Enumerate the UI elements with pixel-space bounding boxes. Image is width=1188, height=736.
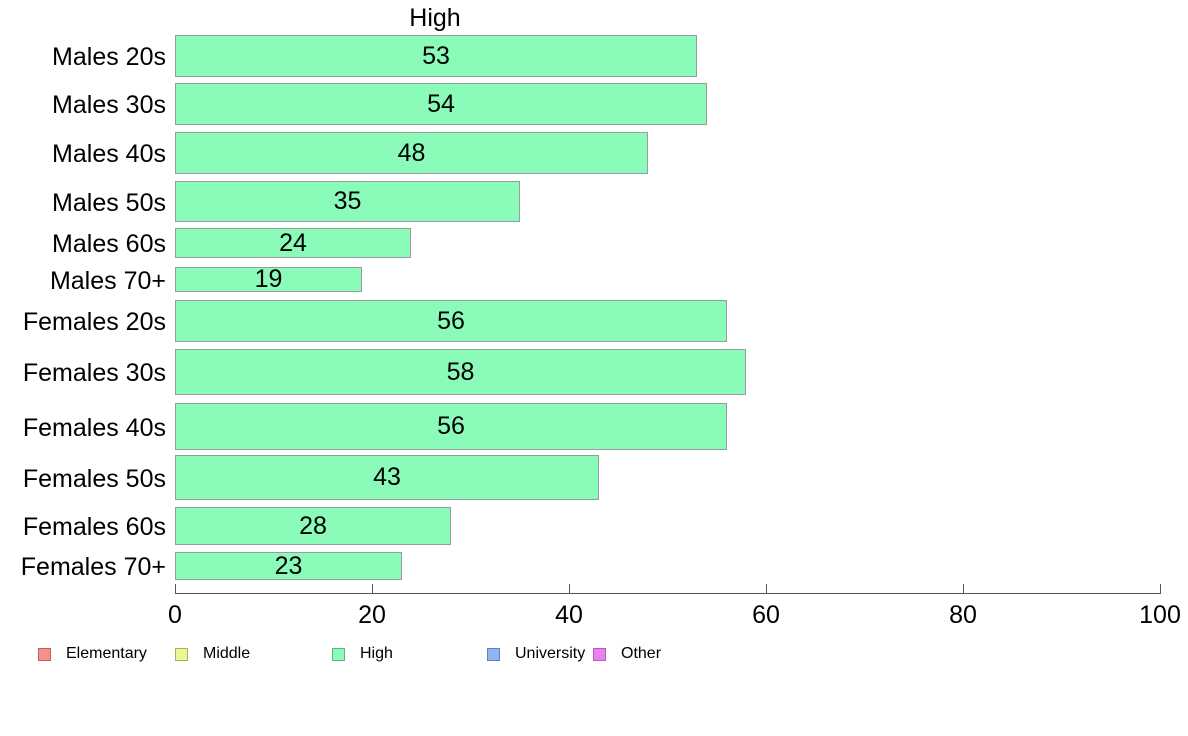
legend-label: University [515,645,586,662]
category-label: Males 70+ [49,266,166,295]
x-axis-tick-label: 100 [1139,601,1181,629]
category-label: Males 50s [52,188,166,217]
x-axis-tick-label: 60 [752,601,780,629]
bar: 35 [175,181,520,222]
bar: 24 [175,228,411,258]
category-label: Females 40s [22,413,166,442]
bar-value-label: 54 [427,89,455,118]
x-axis-tick [1160,584,1161,593]
bar-value-label: 58 [446,357,475,386]
legend-item: University [487,644,585,664]
legend-swatch [38,647,51,661]
x-axis-tick [175,584,176,593]
legend-swatch [593,647,606,661]
bar: 53 [175,35,697,77]
category-label: Males 40s [52,140,166,168]
bar-value-label: 35 [333,187,362,215]
legend-item: High [332,644,393,664]
chart-title: High [409,4,461,32]
legend-swatch [175,647,188,661]
bar: 19 [175,267,362,292]
legend-item: Other [593,644,661,664]
bar: 48 [175,132,648,174]
x-axis-tick [766,584,767,593]
bar-value-label: 19 [254,265,283,293]
legend-swatch [332,647,345,661]
x-axis-tick [963,584,964,593]
bar: 23 [175,552,402,580]
bar-value-label: 53 [422,41,450,70]
x-axis-tick [372,584,373,593]
legend-label: Middle [203,645,251,662]
x-axis-tick-label: 0 [168,601,182,629]
legend-item: Middle [175,644,250,664]
legend-label: Other [621,645,662,662]
category-label: Males 60s [52,230,166,258]
bar-value-label: 28 [299,511,327,540]
x-axis-tick [569,584,570,593]
bar: 43 [175,455,599,500]
bar-value-label: 56 [437,412,465,440]
bar: 56 [175,403,727,450]
x-axis-tick-label: 80 [949,601,977,629]
legend-item: Elementary [38,644,147,664]
category-label: Females 30s [22,359,166,387]
x-axis-line [175,593,1161,594]
category-label: Females 50s [22,464,166,493]
bar-value-label: 56 [437,306,465,335]
bar: 56 [175,300,727,342]
category-label: Males 20s [52,43,166,71]
legend-label: High [360,645,393,662]
category-label: Females 60s [22,513,166,541]
bar-value-label: 48 [397,138,426,167]
legend: Elementary Middle High University Other [0,644,1188,668]
x-axis-tick-label: 40 [555,601,583,629]
bar-value-label: 23 [274,551,303,580]
bar: 58 [175,349,746,395]
legend-label: Elementary [66,645,147,662]
bar-value-label: 24 [279,228,307,257]
bar-value-label: 43 [373,463,401,491]
legend-swatch [487,647,500,661]
category-label: Females 70+ [20,553,166,581]
category-label: Males 30s [52,91,166,119]
bar: 28 [175,507,451,545]
category-label: Females 20s [22,308,166,336]
x-axis-tick-label: 20 [358,601,386,629]
bar: 54 [175,83,707,125]
